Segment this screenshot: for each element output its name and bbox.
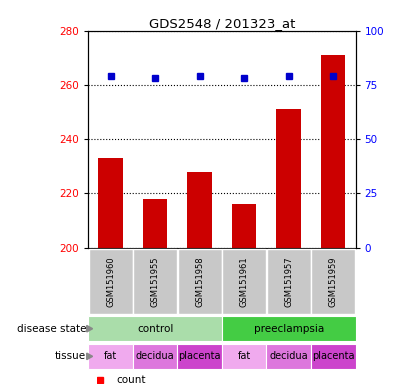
Text: placenta: placenta <box>312 351 355 361</box>
Text: GSM151955: GSM151955 <box>151 256 159 306</box>
Bar <box>187 172 212 384</box>
Text: control: control <box>137 324 173 334</box>
Bar <box>178 344 222 369</box>
Bar <box>133 249 177 313</box>
Text: GSM151958: GSM151958 <box>195 256 204 306</box>
Text: GSM151957: GSM151957 <box>284 256 293 306</box>
Bar <box>277 109 301 384</box>
Bar <box>98 158 123 384</box>
Text: count: count <box>117 375 146 384</box>
Title: GDS2548 / 201323_at: GDS2548 / 201323_at <box>149 17 295 30</box>
Bar <box>267 249 311 313</box>
Bar <box>222 316 356 341</box>
Bar <box>266 344 311 369</box>
Text: placenta: placenta <box>178 351 221 361</box>
Polygon shape <box>87 353 92 359</box>
Text: fat: fat <box>104 351 117 361</box>
Text: GSM151960: GSM151960 <box>106 256 115 306</box>
Bar <box>88 344 133 369</box>
Bar <box>88 316 222 341</box>
Text: GSM151959: GSM151959 <box>329 256 338 306</box>
Text: decidua: decidua <box>270 351 308 361</box>
Bar <box>232 204 256 384</box>
Text: disease state: disease state <box>17 324 86 334</box>
Polygon shape <box>87 326 92 332</box>
Bar <box>311 249 355 313</box>
Text: GSM151961: GSM151961 <box>240 256 249 306</box>
Bar <box>143 199 167 384</box>
Bar <box>311 344 356 369</box>
Bar <box>133 344 178 369</box>
Text: preeclampsia: preeclampsia <box>254 324 324 334</box>
Bar <box>222 344 266 369</box>
Bar <box>178 249 222 313</box>
Text: decidua: decidua <box>136 351 174 361</box>
Bar <box>321 55 346 384</box>
Text: tissue: tissue <box>55 351 86 361</box>
Bar <box>89 249 133 313</box>
Bar <box>222 249 266 313</box>
Text: fat: fat <box>238 351 251 361</box>
